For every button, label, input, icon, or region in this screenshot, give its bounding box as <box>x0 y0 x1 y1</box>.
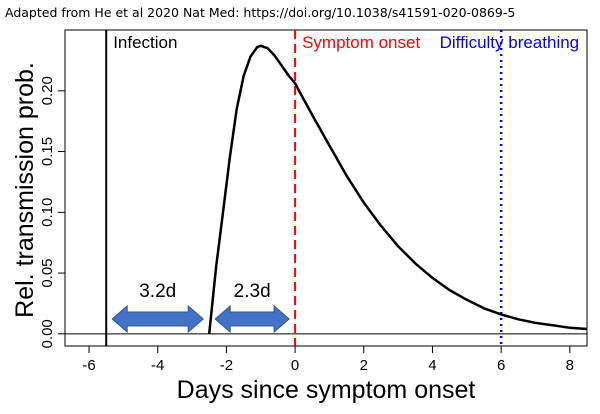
y-tick-label: 0.05 <box>39 258 56 287</box>
x-tick-label: 2 <box>360 357 368 374</box>
x-tick-label: -2 <box>220 357 233 374</box>
x-axis-title: Days since symptom onset <box>177 376 476 404</box>
y-tick-label: 0.20 <box>39 76 56 105</box>
y-tick-label: 0.00 <box>39 319 56 348</box>
x-tick-label: 8 <box>566 357 574 374</box>
interval-label: 3.2d <box>139 281 176 302</box>
x-tick-label: -6 <box>82 357 95 374</box>
y-tick-label: 0.10 <box>39 198 56 227</box>
x-tick-label: 6 <box>497 357 505 374</box>
plot-frame <box>64 29 588 347</box>
y-axis-title: Rel. transmission prob. <box>11 62 39 318</box>
axes: -6 -4 -2 0 2 4 6 8 0.00 0.05 0.10 0.15 0.20 <box>39 76 574 374</box>
plot-marks: Infection Symptom onset Difficulty breathi… <box>65 30 588 346</box>
transmission-curve <box>207 44 588 334</box>
interval-label: 2.3d <box>234 281 271 302</box>
x-tick-label: 4 <box>428 357 436 374</box>
x-tick-label: -4 <box>151 357 164 374</box>
y-tick-label: 0.15 <box>39 137 56 166</box>
event-label: Difficulty breathing <box>440 33 580 52</box>
interval-arrow <box>111 304 204 334</box>
interval-arrow <box>214 304 290 334</box>
x-tick-label: 0 <box>291 357 299 374</box>
source-citation: Adapted from He et al 2020 Nat Med: http… <box>5 5 515 20</box>
event-label: Infection <box>113 33 177 52</box>
event-label: Symptom onset <box>302 33 420 52</box>
